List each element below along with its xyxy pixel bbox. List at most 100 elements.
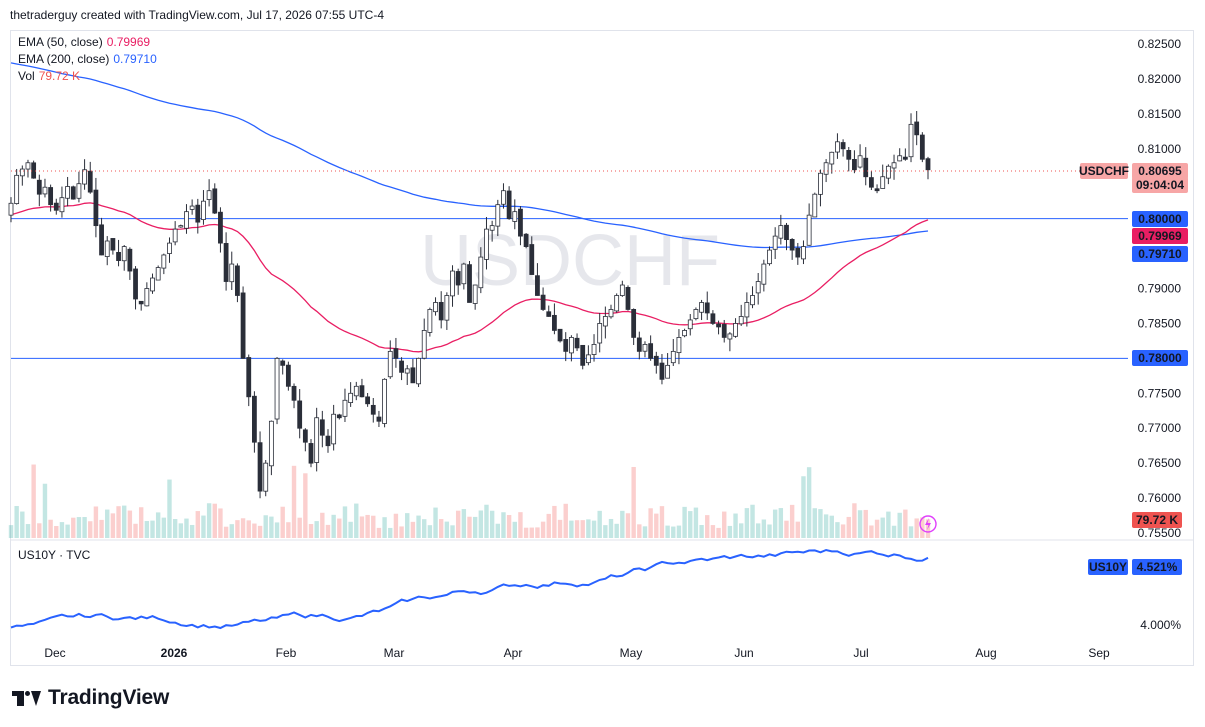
volume-bar	[637, 524, 642, 538]
legend-ema200[interactable]: EMA (200, close) 0.79710	[18, 51, 157, 67]
legend-ema50[interactable]: EMA (50, close) 0.79969	[18, 34, 150, 50]
legend-ema200-value: 0.79710	[113, 52, 157, 66]
flash-icon[interactable]	[919, 515, 937, 533]
candle-body	[235, 265, 240, 296]
volume-bar	[772, 509, 778, 538]
volume-bar	[914, 518, 919, 538]
candle-body	[653, 355, 659, 366]
volume-bar	[574, 520, 580, 538]
volume-bar	[212, 503, 217, 538]
candle-body	[535, 275, 540, 296]
legend-vol-value: 79.72 K	[38, 69, 81, 83]
x-tick-label: Sep	[1088, 646, 1110, 660]
volume-bar	[382, 517, 387, 538]
candle-body	[127, 248, 133, 272]
y-tick-label: 0.76000	[1138, 491, 1182, 505]
volume-bar	[535, 527, 540, 538]
volume-bar	[450, 525, 455, 538]
candle-body	[348, 392, 354, 403]
volume-bar	[897, 512, 902, 538]
candle-body	[761, 263, 767, 285]
candle-body	[670, 350, 676, 364]
volume-bar	[648, 508, 653, 538]
volume-bar	[320, 512, 325, 538]
tradingview-logo[interactable]: TradingView	[12, 686, 169, 710]
volume-bar	[846, 516, 851, 538]
candle-body	[880, 176, 886, 189]
candle-body	[835, 141, 840, 153]
x-tick-label: Apr	[504, 646, 523, 660]
volume-bar	[586, 519, 591, 538]
candle-body	[676, 337, 682, 354]
ema200-badge-text: 0.79710	[1138, 247, 1182, 261]
volume-bar	[65, 524, 70, 538]
chart-frame	[10, 30, 1194, 666]
candle-body	[665, 364, 671, 379]
candle-body	[495, 204, 501, 227]
y-tick-label: 0.82000	[1138, 72, 1182, 86]
candle-body	[308, 443, 314, 464]
volume-bar	[455, 510, 461, 538]
volume-bar	[710, 525, 716, 538]
volume-bar	[25, 524, 31, 538]
level-badge-0800-text: 0.80000	[1138, 212, 1182, 226]
candle-body	[201, 200, 206, 220]
volume-bar	[693, 507, 699, 538]
candle-body	[682, 330, 687, 337]
volume-bar	[631, 466, 636, 538]
volume-bar	[438, 519, 444, 538]
volume-bar	[138, 507, 144, 538]
candle-body	[325, 435, 331, 447]
volume-bar	[291, 465, 297, 538]
candle-body	[767, 249, 772, 265]
volume-bar	[20, 511, 25, 538]
candle-body	[801, 246, 806, 260]
volume-bar	[620, 510, 625, 538]
volume-bar	[371, 515, 376, 538]
volume-bar	[744, 508, 750, 538]
volume-bar	[348, 521, 353, 538]
volume-bar	[563, 503, 568, 538]
candle-body	[8, 202, 14, 216]
volume-bar	[274, 522, 280, 538]
candle-body	[359, 385, 365, 398]
sub-pane-title[interactable]: US10Y · TVC	[18, 548, 91, 562]
candle-body	[557, 328, 563, 342]
volume-bar	[127, 510, 133, 538]
candle-body	[342, 399, 348, 417]
volume-bar	[178, 523, 184, 538]
candle-body	[138, 300, 144, 305]
candle-body	[591, 343, 597, 355]
y-tick-label: 0.78500	[1138, 316, 1182, 330]
volume-bar	[688, 511, 693, 538]
volume-bar	[489, 510, 495, 538]
volume-bar	[722, 511, 727, 538]
candle-body	[733, 323, 738, 337]
volume-bar	[167, 479, 172, 538]
volume-bar	[105, 509, 110, 538]
candle-body	[19, 168, 25, 177]
symbol-badge-bg	[1080, 163, 1128, 179]
candle-body	[789, 239, 795, 251]
candle-body	[433, 302, 438, 313]
candle-body	[144, 288, 150, 307]
candle-body	[218, 211, 223, 244]
candle-body	[852, 159, 857, 171]
candle-body	[795, 247, 801, 258]
volume-bar	[880, 517, 885, 538]
candle-body	[399, 360, 404, 373]
volume-badge-bg	[1132, 512, 1182, 528]
candle-body	[501, 190, 506, 205]
candle-body	[863, 157, 869, 178]
volume-bar	[161, 517, 167, 538]
volume-bar	[144, 521, 150, 538]
y-tick-label: 0.81500	[1138, 107, 1182, 121]
legend-volume[interactable]: Vol 79.72 K	[18, 68, 80, 84]
candle-body	[716, 323, 721, 328]
volume-bar	[478, 510, 484, 538]
volume-bar	[625, 513, 631, 538]
candle-body	[750, 295, 755, 306]
candle-body	[427, 309, 433, 333]
candle-body	[382, 378, 387, 424]
